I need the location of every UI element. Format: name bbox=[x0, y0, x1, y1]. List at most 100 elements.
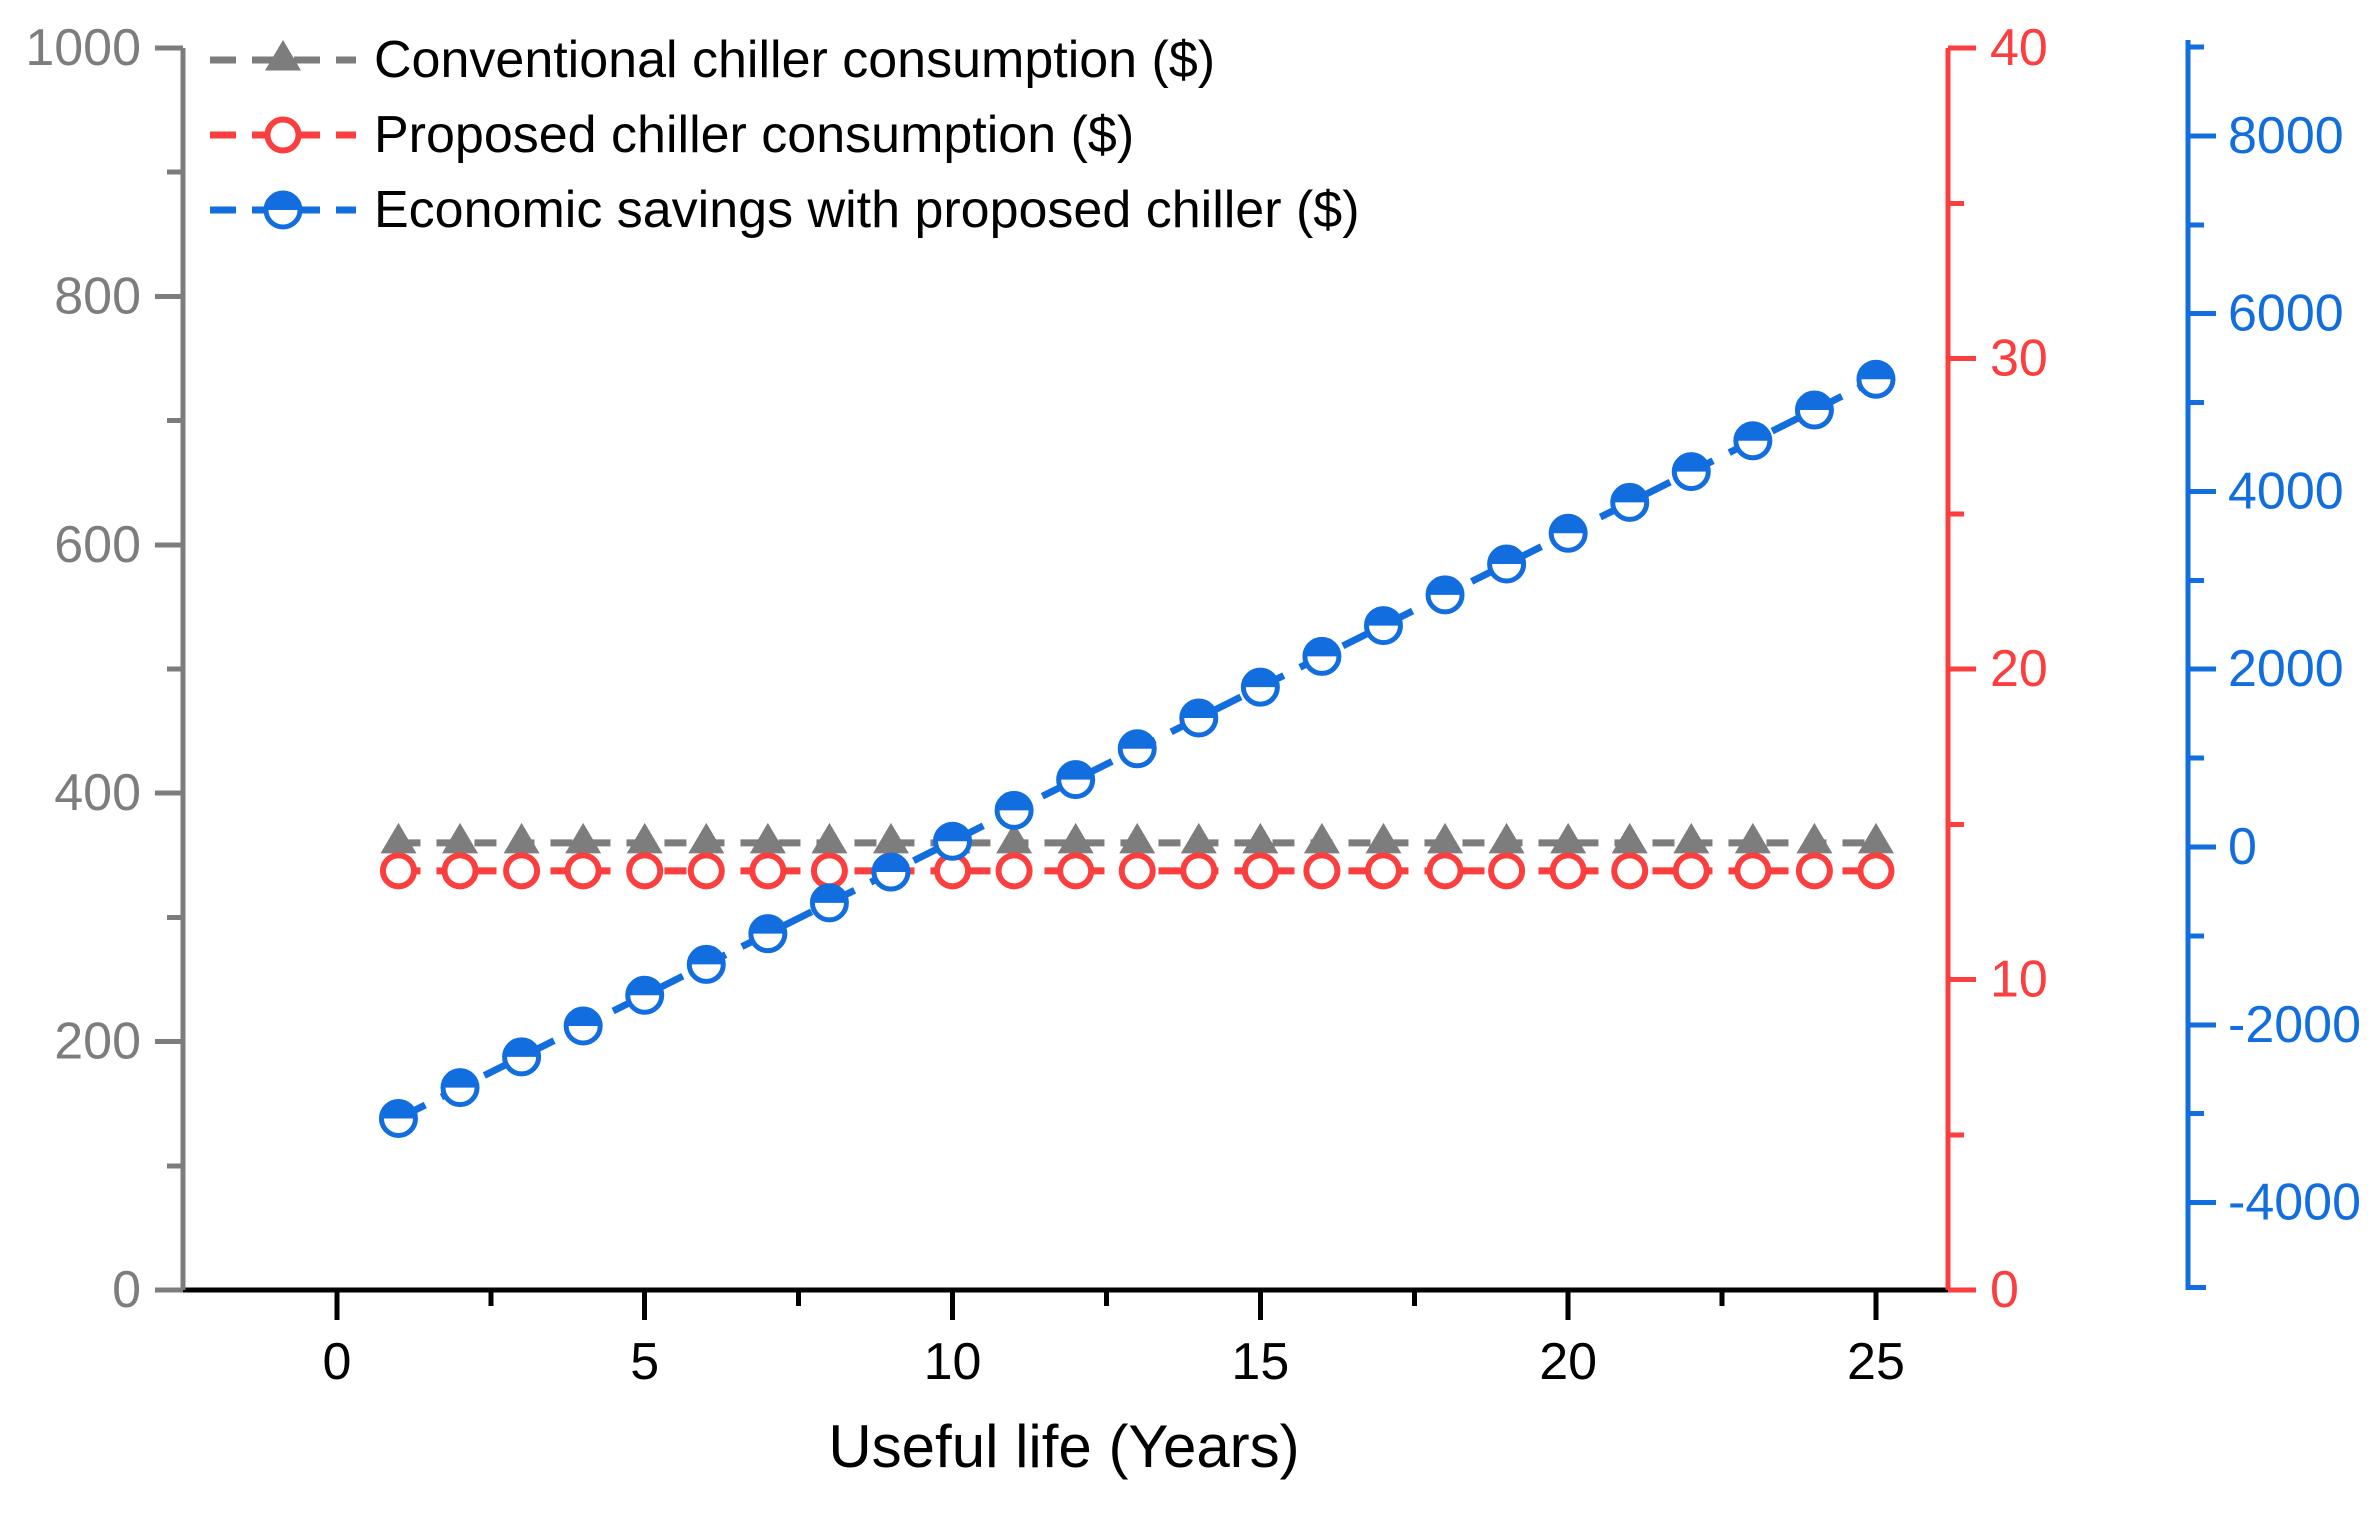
half-circle-marker-fill bbox=[1058, 762, 1093, 780]
left-axis-tick-label: 0 bbox=[112, 1261, 141, 1319]
red-axis-tick-label: 10 bbox=[1990, 951, 2048, 1009]
x-axis-tick-label: 15 bbox=[1231, 1333, 1289, 1391]
legend-marker-group bbox=[210, 190, 356, 229]
half-circle-marker-fill bbox=[1612, 485, 1647, 503]
series-2 bbox=[378, 359, 1896, 1138]
x-axis-title: Useful life (Years) bbox=[828, 1413, 1300, 1480]
triangle-marker bbox=[1057, 822, 1094, 854]
legend-item-savings: Economic savings with proposed chiller (… bbox=[208, 172, 1360, 247]
triangle-marker bbox=[565, 822, 602, 854]
blue-axis-tick-label: 4000 bbox=[2228, 462, 2344, 520]
series-1 bbox=[379, 852, 1895, 890]
legend-marker-half-circle bbox=[210, 190, 356, 229]
blue-axis-tick-label: -2000 bbox=[2228, 996, 2361, 1054]
triangle-marker bbox=[265, 39, 301, 70]
half-circle-marker-fill bbox=[997, 793, 1032, 811]
red-axis-tick-label: 30 bbox=[1990, 330, 2048, 388]
triangle-marker bbox=[811, 822, 848, 854]
open-circle-marker bbox=[1857, 852, 1895, 890]
triangle-marker bbox=[1119, 822, 1156, 854]
open-circle-marker bbox=[1241, 852, 1279, 890]
legend-marker-group bbox=[210, 116, 356, 153]
triangle-marker bbox=[1796, 822, 1833, 854]
half-circle-marker-fill bbox=[566, 1009, 601, 1027]
triangle-marker bbox=[1734, 822, 1771, 854]
triangle-marker bbox=[1488, 822, 1525, 854]
triangle-marker bbox=[626, 822, 663, 854]
legend-marker-triangle bbox=[210, 39, 356, 70]
open-circle-marker bbox=[749, 852, 787, 890]
legend: Conventional chiller consumption ($) Pro… bbox=[208, 22, 1360, 247]
blue-axis-tick-label: -4000 bbox=[2228, 1174, 2361, 1232]
half-circle-marker-fill bbox=[750, 916, 785, 934]
half-circle-marker-fill bbox=[627, 978, 662, 996]
triangle-marker bbox=[1242, 822, 1279, 854]
blue-axis-tick-label: 2000 bbox=[2228, 640, 2344, 698]
open-circle-marker bbox=[995, 852, 1033, 890]
open-circle-marker bbox=[264, 116, 302, 153]
triangle-marker bbox=[1180, 822, 1217, 854]
open-circle-marker bbox=[1488, 852, 1526, 890]
half-circle-marker-fill bbox=[812, 885, 847, 903]
half-circle-marker-fill bbox=[266, 192, 300, 210]
half-circle-marker-fill bbox=[1304, 639, 1339, 657]
open-circle-marker bbox=[1549, 852, 1587, 890]
series-0 bbox=[380, 822, 1894, 854]
half-circle-marker-fill bbox=[873, 855, 908, 873]
open-circle-marker bbox=[1734, 852, 1772, 890]
blue-axis-tick-label: 8000 bbox=[2228, 107, 2344, 165]
red-axis-tick-label: 0 bbox=[1990, 1261, 2019, 1319]
half-circle-marker-fill bbox=[1181, 701, 1216, 719]
half-circle-marker-fill bbox=[1735, 423, 1770, 441]
half-circle-marker-fill bbox=[504, 1039, 539, 1057]
legend-label: Economic savings with proposed chiller (… bbox=[374, 180, 1360, 239]
open-circle-marker bbox=[1795, 852, 1833, 890]
left-axis-tick-label: 800 bbox=[54, 267, 141, 325]
left-axis-tick-label: 400 bbox=[54, 764, 141, 822]
left-axis-tick-label: 600 bbox=[54, 516, 141, 574]
blue-axis-tick-label: 0 bbox=[2228, 818, 2257, 876]
half-circle-marker-fill bbox=[1120, 731, 1155, 749]
triangle-marker bbox=[1611, 822, 1648, 854]
triangle-marker bbox=[1550, 822, 1587, 854]
half-circle-marker-fill bbox=[1366, 608, 1401, 626]
x-axis-tick-label: 25 bbox=[1847, 1333, 1905, 1391]
x-axis-tick-label: 0 bbox=[322, 1333, 351, 1391]
left-axis-tick-label: 200 bbox=[54, 1013, 141, 1071]
legend-label: Conventional chiller consumption ($) bbox=[374, 30, 1216, 89]
open-circle-marker bbox=[1303, 852, 1341, 890]
open-circle-marker bbox=[626, 852, 664, 890]
open-circle-marker bbox=[1180, 852, 1218, 890]
half-circle-marker-fill bbox=[1674, 454, 1709, 472]
triangle-marker bbox=[1427, 822, 1464, 854]
triangle-marker bbox=[1857, 822, 1894, 854]
triangle-marker bbox=[1365, 822, 1402, 854]
triangle-marker bbox=[996, 822, 1033, 854]
half-circle-marker-fill bbox=[1428, 577, 1463, 595]
half-circle-marker-fill bbox=[381, 1101, 416, 1119]
x-axis-tick-label: 10 bbox=[924, 1333, 982, 1391]
triangle-marker bbox=[1303, 822, 1340, 854]
half-circle-marker-fill bbox=[1489, 546, 1524, 564]
open-circle-marker bbox=[564, 852, 602, 890]
half-circle-marker-fill bbox=[1551, 516, 1586, 534]
legend-item-conventional: Conventional chiller consumption ($) bbox=[208, 22, 1360, 97]
blue-axis-tick-label: 6000 bbox=[2228, 285, 2344, 343]
half-circle-marker-fill bbox=[935, 824, 970, 842]
triangle-marker bbox=[872, 822, 909, 854]
red-axis-tick-label: 20 bbox=[1990, 640, 2048, 698]
x-axis-tick-label: 5 bbox=[630, 1333, 659, 1391]
open-circle-marker bbox=[503, 852, 541, 890]
half-circle-marker-fill bbox=[443, 1070, 478, 1088]
legend-label: Proposed chiller consumption ($) bbox=[374, 105, 1135, 164]
open-circle-marker bbox=[1672, 852, 1710, 890]
open-circle-marker bbox=[1057, 852, 1095, 890]
legend-marker-open-circle bbox=[210, 116, 356, 153]
open-circle-marker bbox=[441, 852, 479, 890]
half-circle-marker-fill bbox=[1797, 393, 1832, 411]
half-circle-marker-fill bbox=[1243, 670, 1278, 688]
triangle-marker bbox=[442, 822, 479, 854]
half-circle-marker-fill bbox=[1858, 362, 1893, 380]
